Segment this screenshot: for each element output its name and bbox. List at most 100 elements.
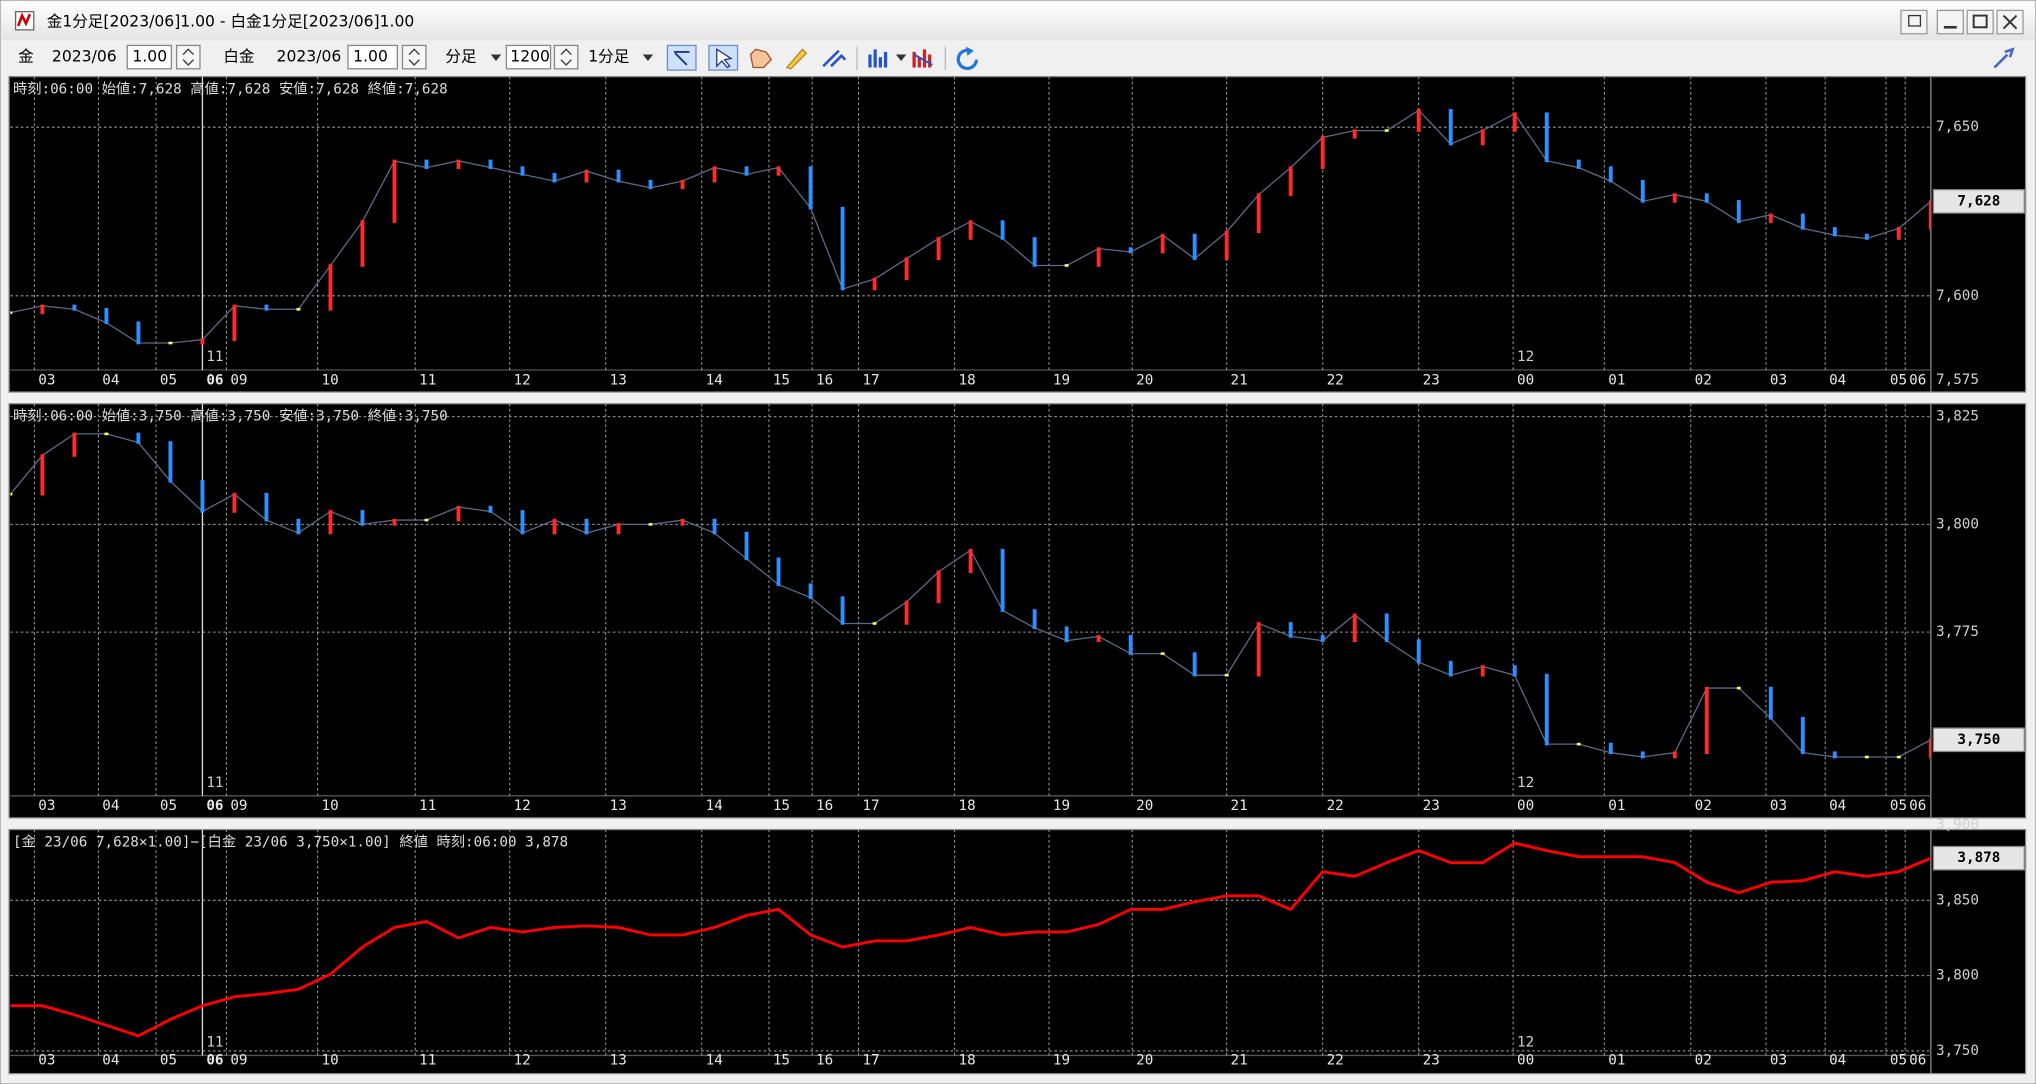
price-bar bbox=[616, 169, 621, 183]
price-bar bbox=[1160, 233, 1165, 254]
price-bar bbox=[424, 518, 429, 522]
price-bar bbox=[1640, 751, 1645, 759]
current-price-label: 7,628 bbox=[1957, 193, 2000, 209]
period-label: 分足 bbox=[445, 48, 477, 66]
x-tick-label: 22 bbox=[1327, 1053, 1344, 1069]
price-bar bbox=[104, 307, 109, 325]
y-tick-label: 3,825 bbox=[1936, 409, 1979, 425]
price-bar bbox=[10, 311, 13, 314]
x-tick-label: 12 bbox=[514, 1053, 531, 1069]
price-bar bbox=[1224, 230, 1229, 260]
price-bar bbox=[264, 492, 269, 522]
price-bar bbox=[1256, 622, 1261, 677]
price-bar bbox=[168, 341, 173, 345]
day-marker: 11 bbox=[206, 349, 223, 365]
price-bar bbox=[1768, 213, 1773, 223]
spinner[interactable] bbox=[401, 44, 427, 70]
x-tick-label: 05 bbox=[1890, 1053, 1907, 1069]
price-bar bbox=[1896, 227, 1901, 240]
panel-header: 時刻:06:00 始値:3,750 高値:3,750 安値:3,750 終値:3… bbox=[13, 408, 448, 425]
y-tick-label: 3,900 bbox=[1936, 817, 1979, 833]
price-bar bbox=[1320, 135, 1325, 169]
current-price-box bbox=[1932, 189, 2025, 214]
x-tick-label: 04 bbox=[1829, 798, 1846, 814]
price-bar bbox=[1512, 665, 1517, 677]
price-bar bbox=[360, 220, 365, 267]
price-bar bbox=[1576, 159, 1581, 169]
chart-panel bbox=[8, 75, 2027, 393]
x-tick-label: 03 bbox=[38, 798, 55, 814]
price-bar bbox=[200, 338, 205, 345]
price-bar bbox=[296, 307, 301, 311]
price-bar bbox=[488, 505, 493, 513]
minimize-button[interactable] bbox=[1936, 9, 1964, 35]
day-marker: 11 bbox=[206, 775, 223, 791]
chart-panel bbox=[8, 403, 2027, 819]
x-tick-label: 03 bbox=[38, 372, 55, 388]
x-tick-label: 06 bbox=[1909, 798, 1926, 814]
count-input[interactable] bbox=[505, 44, 552, 70]
count-value: 1200 bbox=[510, 48, 550, 66]
price-bar bbox=[776, 166, 781, 176]
x-tick-label: 06 bbox=[1909, 372, 1926, 388]
x-tick-label: 17 bbox=[862, 1053, 879, 1069]
x-tick-label: 13 bbox=[610, 798, 627, 814]
x-tick-label: 03 bbox=[1770, 1053, 1787, 1069]
x-tick-label: 06 bbox=[206, 372, 223, 388]
x-tick-label: 11 bbox=[419, 798, 436, 814]
panel-header: [金 23/06 7,628×1.00]−[白金 23/06 3,750×1.0… bbox=[13, 834, 568, 851]
price-bar bbox=[968, 548, 973, 574]
price-bar bbox=[1000, 548, 1005, 612]
price-bar bbox=[776, 557, 781, 586]
price-bar bbox=[1576, 742, 1581, 746]
price-bar bbox=[1800, 213, 1805, 230]
price-bar bbox=[1448, 660, 1453, 677]
y-tick-label: 7,575 bbox=[1936, 372, 1979, 388]
y-tick-label: 3,775 bbox=[1936, 624, 1979, 640]
window-controls[interactable] bbox=[1900, 9, 2024, 35]
maximize-button[interactable] bbox=[1966, 9, 1994, 35]
price-bar bbox=[264, 304, 269, 311]
x-tick-label: 12 bbox=[514, 798, 531, 814]
price-bar bbox=[1416, 109, 1421, 132]
price-bar bbox=[1128, 247, 1133, 254]
x-tick-label: 01 bbox=[1608, 1053, 1625, 1069]
x-tick-label: 04 bbox=[102, 798, 119, 814]
tool-icons[interactable] bbox=[666, 44, 2015, 71]
multiplier-input[interactable] bbox=[126, 44, 173, 70]
price-bar bbox=[1832, 227, 1837, 237]
price-bar bbox=[104, 432, 109, 436]
y-tick-label: 7,650 bbox=[1936, 119, 1979, 135]
day-marker: 12 bbox=[1517, 349, 1534, 365]
price-bar bbox=[1128, 635, 1133, 655]
x-tick-label: 23 bbox=[1423, 1053, 1440, 1069]
x-tick-label: 12 bbox=[514, 372, 531, 388]
price-bar bbox=[904, 600, 909, 625]
multiplier-value: 1.00 bbox=[353, 48, 388, 66]
x-tick-label: 03 bbox=[38, 1053, 55, 1069]
x-tick-label: 03 bbox=[1770, 798, 1787, 814]
price-bar bbox=[1928, 200, 1931, 230]
multiplier-input[interactable] bbox=[347, 44, 398, 70]
x-tick-label: 00 bbox=[1517, 372, 1534, 388]
price-bar bbox=[808, 583, 813, 599]
x-tick-label: 17 bbox=[862, 798, 879, 814]
price-bar bbox=[1288, 166, 1293, 196]
timeframe-dropdown[interactable]: 1分足 bbox=[588, 48, 654, 66]
period-dropdown[interactable]: 分足 bbox=[445, 48, 502, 66]
price-bar bbox=[136, 321, 141, 345]
price-bar bbox=[1736, 200, 1741, 223]
price-bar bbox=[936, 570, 941, 604]
restore-button[interactable] bbox=[1900, 9, 1928, 35]
y-tick-label: 7,600 bbox=[1936, 288, 1979, 304]
spinner[interactable] bbox=[175, 44, 201, 70]
x-tick-label: 15 bbox=[773, 1053, 790, 1069]
x-tick-label: 00 bbox=[1517, 798, 1534, 814]
spinner[interactable] bbox=[553, 44, 579, 70]
x-tick-label: 20 bbox=[1136, 372, 1153, 388]
x-tick-label: 10 bbox=[322, 798, 339, 814]
x-tick-label: 01 bbox=[1608, 798, 1625, 814]
price-bar bbox=[520, 166, 525, 176]
price-bar bbox=[1064, 264, 1069, 267]
x-tick-label: 11 bbox=[419, 372, 436, 388]
